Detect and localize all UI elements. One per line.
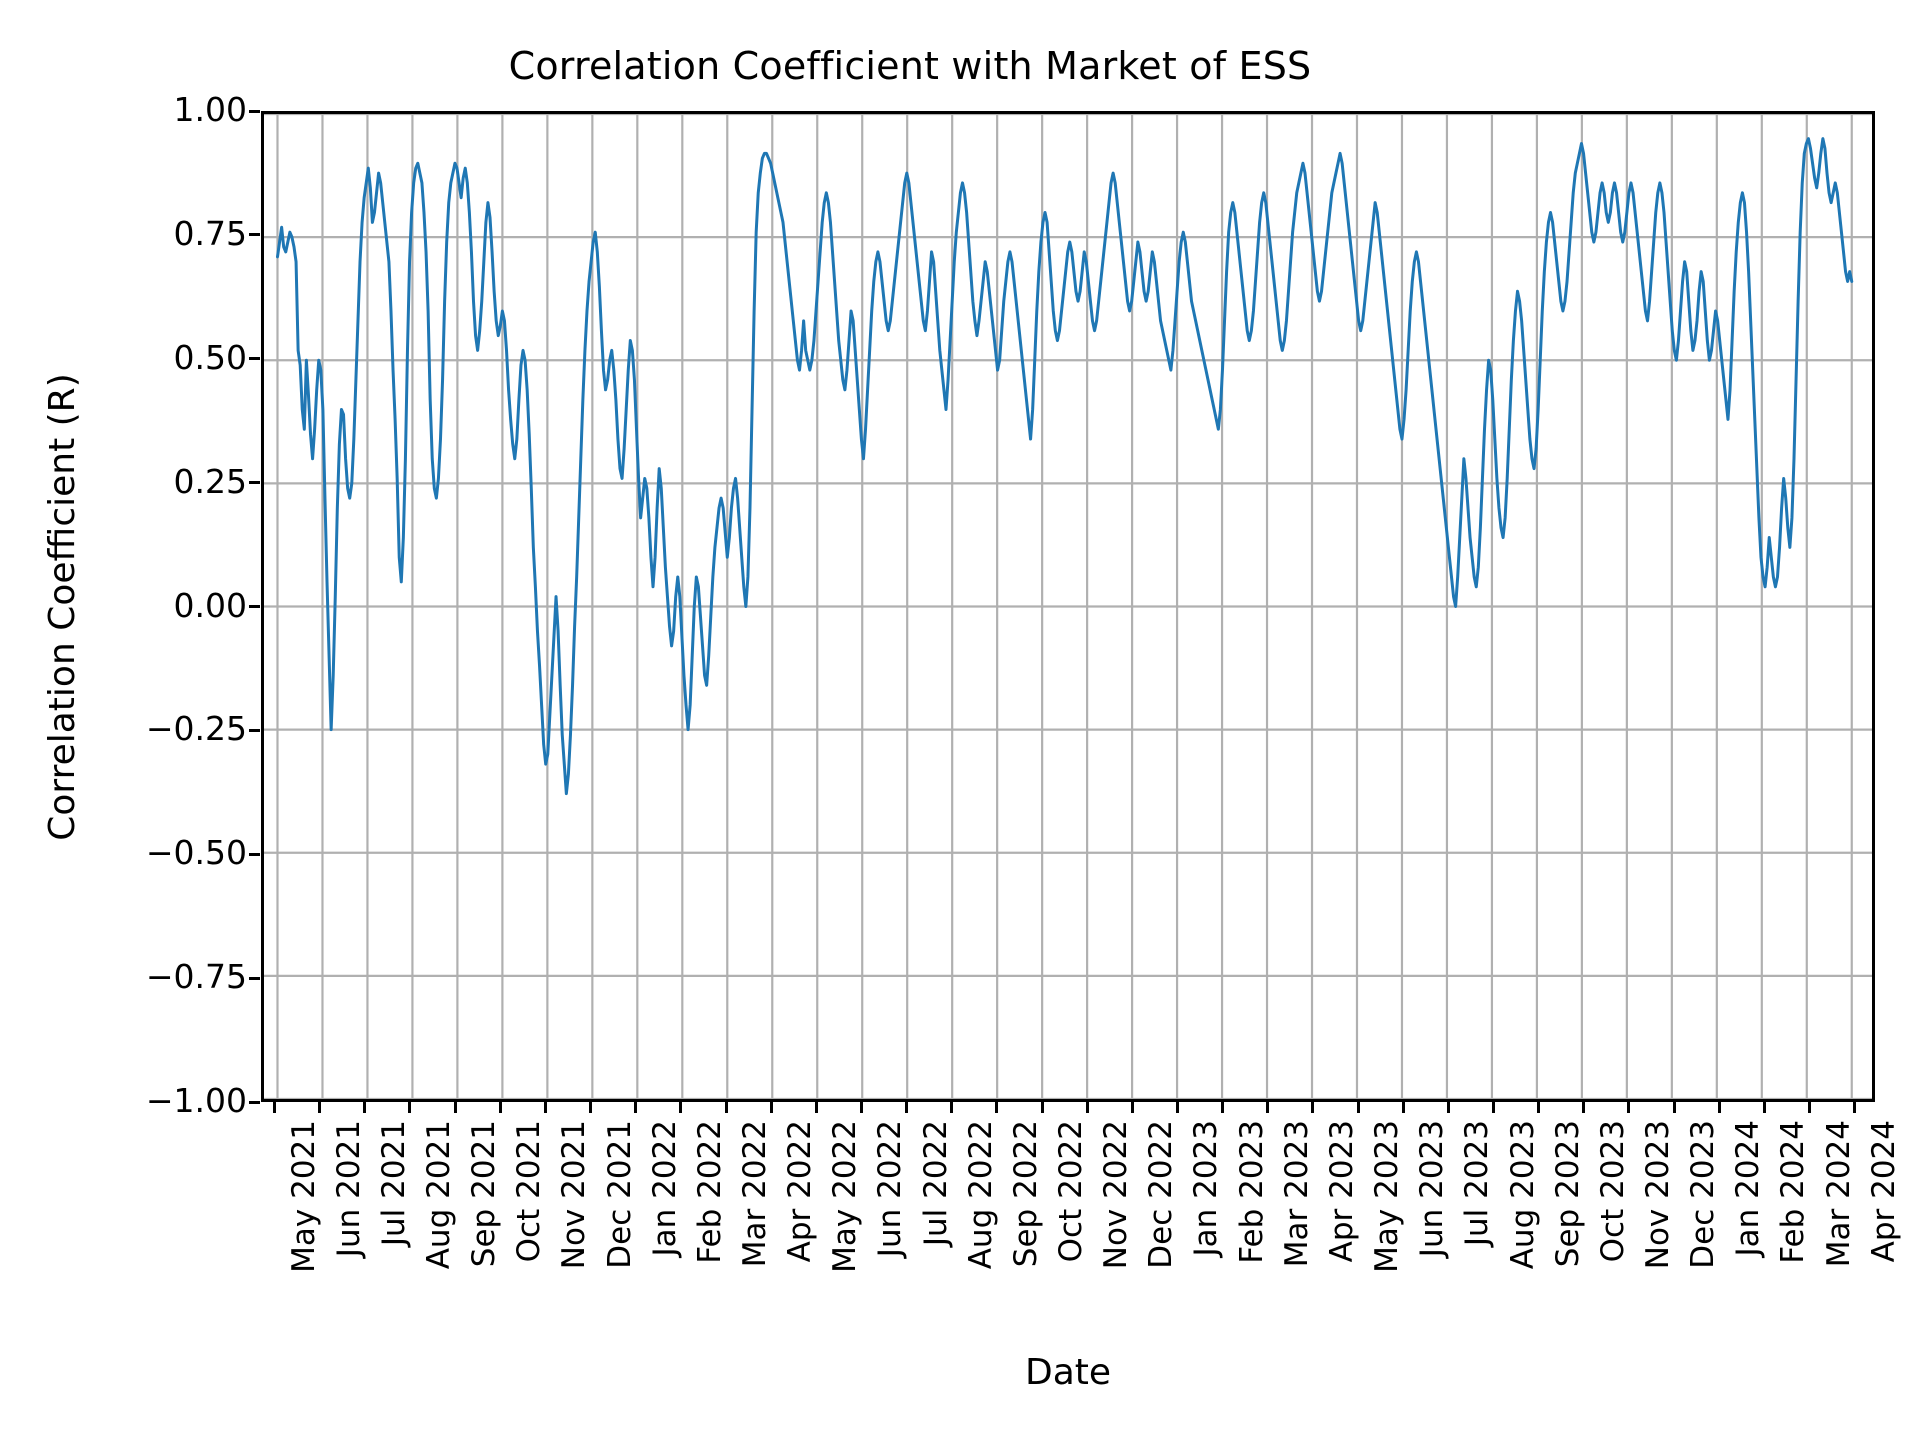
x-tick-label: Jan 2022 xyxy=(646,1120,683,1257)
x-tick-label: Feb 2024 xyxy=(1775,1120,1812,1264)
x-tick-label: Oct 2021 xyxy=(511,1120,548,1263)
x-tick-label: May 2021 xyxy=(285,1120,322,1273)
x-tick-mark xyxy=(363,1102,367,1113)
x-tick-mark xyxy=(950,1102,954,1113)
x-tick-mark xyxy=(1582,1102,1586,1113)
x-tick-label: Apr 2023 xyxy=(1323,1120,1360,1263)
x-tick-mark xyxy=(1762,1102,1766,1113)
data-line-series xyxy=(264,114,1872,1099)
y-tick-mark xyxy=(249,728,260,732)
x-tick-mark xyxy=(1808,1102,1812,1113)
x-tick-mark xyxy=(1537,1102,1541,1113)
x-tick-mark xyxy=(1221,1102,1225,1113)
y-tick-label: −0.75 xyxy=(145,957,247,997)
x-tick-label: Apr 2024 xyxy=(1865,1120,1902,1263)
x-tick-label: Jul 2021 xyxy=(375,1120,412,1247)
y-tick-mark xyxy=(249,481,260,485)
x-tick-label: Jan 2024 xyxy=(1730,1120,1767,1257)
x-tick-mark xyxy=(905,1102,909,1113)
chart-title: Correlation Coefficient with Market of E… xyxy=(0,44,1920,88)
y-tick-mark xyxy=(249,976,260,980)
plot-area xyxy=(261,111,1875,1102)
x-tick-label: Feb 2023 xyxy=(1233,1120,1270,1264)
x-tick-mark xyxy=(273,1102,277,1113)
x-tick-label: Jun 2021 xyxy=(330,1120,367,1258)
x-tick-label: Apr 2022 xyxy=(782,1120,819,1263)
y-tick-mark xyxy=(249,605,260,608)
x-tick-mark xyxy=(1356,1102,1360,1113)
x-tick-mark xyxy=(453,1102,457,1113)
x-tick-label: Mar 2023 xyxy=(1278,1120,1315,1268)
x-tick-mark xyxy=(995,1102,999,1113)
x-tick-label: May 2022 xyxy=(827,1120,864,1273)
x-tick-label: Oct 2022 xyxy=(1053,1120,1090,1263)
x-tick-label: Oct 2023 xyxy=(1594,1120,1631,1263)
x-tick-label: Dec 2021 xyxy=(601,1120,638,1269)
x-tick-mark xyxy=(1446,1102,1450,1113)
y-tick-label: 0.25 xyxy=(173,461,247,501)
x-tick-mark xyxy=(1717,1102,1721,1113)
x-tick-mark xyxy=(724,1102,728,1113)
x-tick-mark xyxy=(1627,1102,1631,1113)
x-tick-mark xyxy=(408,1102,412,1113)
x-tick-mark xyxy=(679,1102,683,1113)
y-tick-mark xyxy=(249,233,260,237)
x-tick-label: Jun 2022 xyxy=(872,1120,909,1258)
x-tick-label: Mar 2024 xyxy=(1820,1120,1857,1268)
x-tick-label: Feb 2022 xyxy=(691,1120,728,1264)
x-tick-mark xyxy=(814,1102,818,1113)
x-tick-mark xyxy=(1853,1102,1857,1113)
x-tick-label: May 2023 xyxy=(1369,1120,1406,1273)
x-axis-label: Date xyxy=(261,1352,1875,1393)
x-tick-mark xyxy=(1130,1102,1134,1113)
chart-title-text: Correlation Coefficient with Market of E… xyxy=(508,44,1312,88)
y-tick-mark xyxy=(249,852,260,856)
y-tick-mark xyxy=(249,1100,260,1104)
x-tick-label: Jul 2023 xyxy=(1459,1120,1496,1247)
x-tick-mark xyxy=(498,1102,502,1113)
x-tick-label: Aug 2023 xyxy=(1504,1120,1541,1270)
x-tick-label: Dec 2023 xyxy=(1685,1120,1722,1269)
y-tick-label: −0.25 xyxy=(145,709,247,749)
x-tick-label: Sep 2023 xyxy=(1549,1120,1586,1268)
x-tick-mark xyxy=(859,1102,863,1113)
x-tick-mark xyxy=(318,1102,322,1113)
y-tick-label: 0.00 xyxy=(173,585,247,625)
x-tick-label: Aug 2022 xyxy=(962,1120,999,1270)
x-tick-label: Sep 2021 xyxy=(466,1120,503,1268)
x-tick-mark xyxy=(1040,1102,1044,1113)
x-tick-label: Aug 2021 xyxy=(420,1120,457,1270)
y-tick-label: 0.50 xyxy=(173,337,247,377)
x-tick-mark xyxy=(1672,1102,1676,1113)
y-tick-label: −1.00 xyxy=(145,1081,247,1120)
y-tick-label: 0.75 xyxy=(173,213,247,253)
x-tick-mark xyxy=(1175,1102,1179,1113)
y-tick-mark xyxy=(249,109,260,113)
x-tick-mark xyxy=(1492,1102,1495,1113)
y-tick-label: −0.50 xyxy=(145,833,247,873)
x-tick-mark xyxy=(634,1102,638,1113)
x-tick-label: Jan 2023 xyxy=(1188,1120,1225,1257)
x-tick-label: Mar 2022 xyxy=(737,1120,773,1268)
x-tick-label: Jul 2022 xyxy=(917,1120,954,1247)
x-tick-mark xyxy=(1401,1102,1405,1113)
x-tick-mark xyxy=(543,1102,547,1113)
x-tick-label: Nov 2023 xyxy=(1639,1120,1676,1270)
x-tick-label: Nov 2022 xyxy=(1098,1120,1135,1270)
x-tick-mark xyxy=(1266,1102,1270,1113)
x-tick-label: Dec 2022 xyxy=(1143,1120,1180,1269)
y-tick-label: 1.00 xyxy=(173,90,247,129)
x-tick-mark xyxy=(1085,1102,1089,1113)
y-tick-mark xyxy=(249,357,260,361)
x-axis-label-text: Date xyxy=(1024,1352,1112,1393)
x-tick-mark xyxy=(589,1102,593,1113)
x-tick-label: Nov 2021 xyxy=(556,1120,593,1270)
x-tick-label: Jun 2023 xyxy=(1414,1120,1451,1258)
x-tick-label: Sep 2022 xyxy=(1007,1120,1044,1268)
grid-lines xyxy=(264,114,1872,1099)
x-tick-mark xyxy=(769,1102,773,1113)
x-tick-mark xyxy=(1311,1102,1315,1113)
